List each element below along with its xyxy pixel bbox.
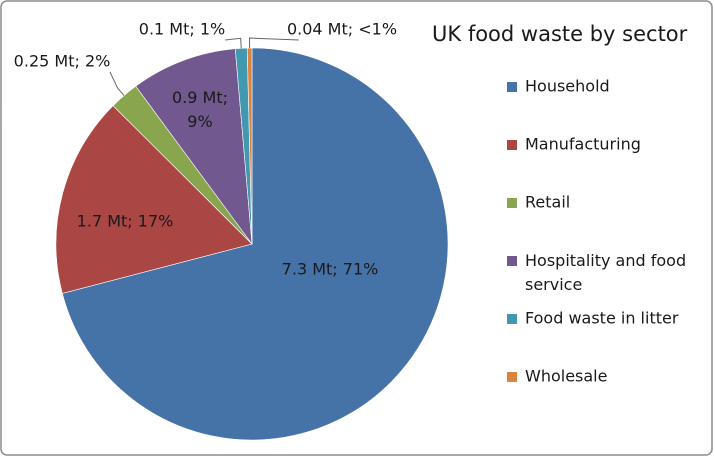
data-label: 0.9 Mt; 9% — [172, 88, 228, 131]
legend-label: Food waste in litter — [525, 309, 679, 328]
data-label: 0.04 Mt; <1% — [287, 20, 397, 39]
legend-label: Retail — [525, 193, 570, 212]
leader-line — [225, 37, 242, 49]
pie-slice — [55, 105, 253, 294]
leader-line — [248, 37, 299, 49]
legend-label: Wholesale — [525, 367, 607, 386]
legend-label: Manufacturing — [525, 135, 641, 154]
legend-label: Hospitality and food service — [525, 251, 686, 294]
legend-swatch — [507, 140, 517, 150]
data-label: 0.25 Mt; 2% — [14, 52, 111, 71]
legend-swatch — [507, 256, 517, 266]
pie-slice — [61, 47, 449, 441]
legend-label: Household — [525, 77, 610, 96]
pie-slice — [135, 48, 253, 246]
legend-swatch — [507, 314, 517, 324]
legend-swatch — [507, 372, 517, 382]
chart-title: UK food waste by sector — [432, 22, 688, 46]
legend-swatch — [507, 82, 517, 92]
leader-line — [109, 71, 125, 96]
data-label: 0.1 Mt; 1% — [139, 20, 225, 39]
data-label: 1.7 Mt; 17% — [77, 212, 174, 231]
data-label: 7.3 Mt; 71% — [282, 260, 379, 279]
pie-slice — [246, 47, 253, 245]
legend-swatch — [507, 198, 517, 208]
